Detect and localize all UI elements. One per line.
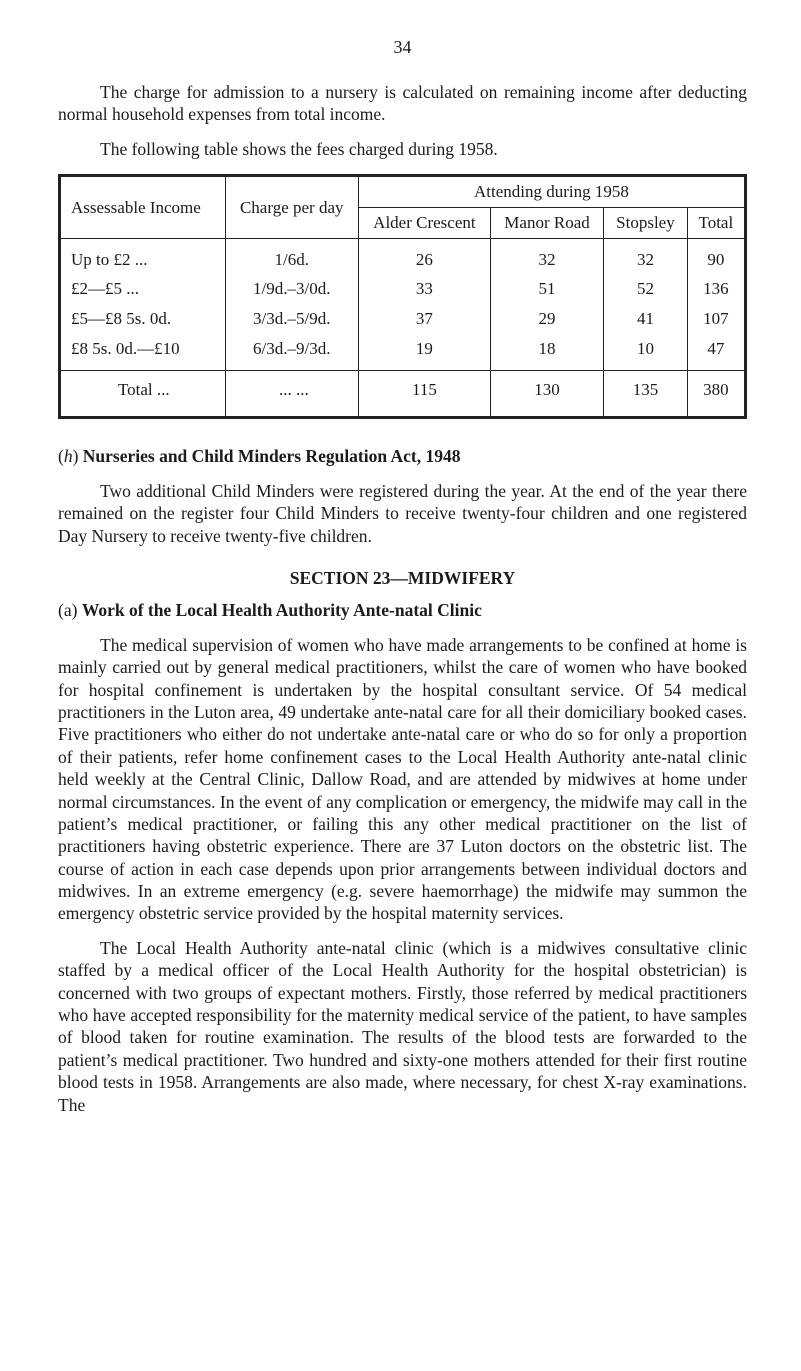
header-manor: Manor Road: [490, 207, 603, 238]
section-23a-italic: a: [64, 600, 72, 620]
cell-stopsley: 41: [604, 304, 688, 334]
section-h-title: Nurseries and Child Minders Regulation A…: [83, 446, 461, 466]
cell-alder: 26: [358, 238, 490, 274]
header-attending: Attending during 1958: [358, 176, 745, 208]
cell-income: £5—£8 5s. 0d.: [60, 304, 226, 334]
cell-stopsley: 52: [604, 274, 688, 304]
header-total: Total: [687, 207, 745, 238]
cell-total-manor: 130: [490, 370, 603, 418]
cell-income: £2—£5: [60, 274, 226, 304]
section-23a-heading: (a) Work of the Local Health Authority A…: [58, 599, 747, 621]
fees-table: Assessable Income Charge per day Attendi…: [58, 174, 747, 419]
cell-total: 47: [687, 334, 745, 370]
section-23a-suffix: ): [72, 600, 82, 620]
cell-manor: 29: [490, 304, 603, 334]
header-assessable-income: Assessable Income: [60, 176, 226, 239]
header-stopsley: Stopsley: [604, 207, 688, 238]
section-23a-title: Work of the Local Health Authority Ante-…: [82, 600, 482, 620]
table-row: £2—£5 1/9d.–3/0d. 33 51 52 136: [60, 274, 746, 304]
total-charge-dots: [275, 380, 309, 399]
cell-alder: 37: [358, 304, 490, 334]
cell-charge: 1/6d.: [225, 238, 358, 274]
income-text: Up to £2: [71, 250, 148, 269]
table-intro-paragraph: The following table shows the fees charg…: [58, 138, 747, 160]
cell-total-stopsley: 135: [604, 370, 688, 418]
cell-alder: 19: [358, 334, 490, 370]
intro-paragraph: The charge for admission to a nursery is…: [58, 81, 747, 126]
cell-manor: 18: [490, 334, 603, 370]
section-23a-para2: The Local Health Authority ante-natal cl…: [58, 937, 747, 1116]
total-label-text: Total: [118, 380, 170, 399]
section-23a-para1: The medical supervision of women who hav…: [58, 634, 747, 925]
section-h-heading: (h) Nurseries and Child Minders Regulati…: [58, 445, 747, 467]
table-row: £8 5s. 0d.—£10 6/3d.–9/3d. 19 18 10 47: [60, 334, 746, 370]
cell-total: 107: [687, 304, 745, 334]
cell-total-total: 380: [687, 370, 745, 418]
section-h-italic: h: [64, 446, 73, 466]
page-number: 34: [58, 36, 747, 59]
document-page: 34 The charge for admission to a nursery…: [0, 0, 801, 1371]
header-charge-per-day: Charge per day: [225, 176, 358, 239]
cell-total-charge: [225, 370, 358, 418]
cell-charge: 1/9d.–3/0d.: [225, 274, 358, 304]
income-text: £5—£8 5s. 0d.: [71, 309, 171, 328]
cell-total-alder: 115: [358, 370, 490, 418]
cell-stopsley: 32: [604, 238, 688, 274]
income-text: £8 5s. 0d.—£10: [71, 339, 180, 358]
section-h-suffix: ): [73, 446, 83, 466]
cell-manor: 51: [490, 274, 603, 304]
table-row: £5—£8 5s. 0d. 3/3d.–5/9d. 37 29 41 107: [60, 304, 746, 334]
table-total-row: Total 115 130 135 380: [60, 370, 746, 418]
cell-charge: 3/3d.–5/9d.: [225, 304, 358, 334]
cell-total-label: Total: [60, 370, 226, 418]
header-alder: Alder Crescent: [358, 207, 490, 238]
cell-income: Up to £2: [60, 238, 226, 274]
income-text: £2—£5: [71, 279, 139, 298]
cell-income: £8 5s. 0d.—£10: [60, 334, 226, 370]
cell-stopsley: 10: [604, 334, 688, 370]
table-header-row-1: Assessable Income Charge per day Attendi…: [60, 176, 746, 208]
cell-alder: 33: [358, 274, 490, 304]
cell-total: 136: [687, 274, 745, 304]
section-h-para: Two additional Child Minders were regist…: [58, 480, 747, 547]
cell-total: 90: [687, 238, 745, 274]
cell-charge: 6/3d.–9/3d.: [225, 334, 358, 370]
table-row: Up to £2 1/6d. 26 32 32 90: [60, 238, 746, 274]
section-23-heading: SECTION 23—MIDWIFERY: [58, 567, 747, 589]
cell-manor: 32: [490, 238, 603, 274]
